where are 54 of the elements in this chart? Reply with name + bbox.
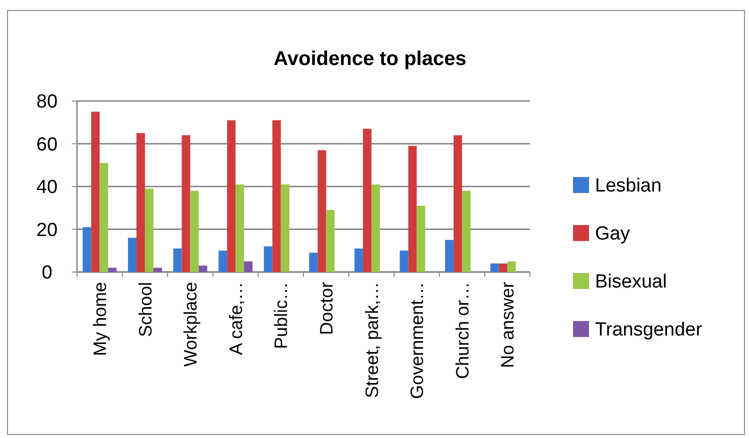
x-tick-label: Government… [407, 282, 428, 400]
bar [144, 188, 154, 272]
bar [218, 250, 228, 272]
bar [408, 146, 417, 272]
bar [136, 133, 145, 272]
legend-label: Lesbian [595, 176, 662, 197]
bar [354, 248, 363, 272]
x-tick-label: Workplace [180, 282, 201, 367]
bar [490, 263, 499, 272]
legend-label: Transgender [595, 320, 703, 341]
y-tick-label: 60 [36, 134, 58, 156]
x-tick-label: No answer [498, 282, 518, 368]
bar [454, 135, 462, 272]
bar [362, 128, 372, 272]
bar [371, 184, 380, 272]
y-tick-label: 20 [36, 220, 58, 241]
bar [153, 268, 162, 272]
bar [100, 162, 108, 272]
x-tick-label: Doctor [316, 282, 336, 336]
bar [400, 250, 408, 272]
bar [318, 150, 326, 272]
bar [416, 206, 426, 272]
y-tick-label: 40 [36, 177, 58, 198]
legend-label: Gay [595, 224, 630, 245]
bar [91, 112, 100, 272]
x-tick-label: My home [90, 282, 110, 356]
chart-title: Avoidence to places [274, 48, 466, 70]
bar [462, 190, 471, 272]
bar [264, 246, 272, 272]
bar [198, 266, 208, 272]
y-tick-label: 0 [42, 262, 52, 284]
bar [498, 263, 508, 272]
bar [236, 184, 244, 272]
bar [227, 120, 236, 272]
x-tick-label: A cafe,… [226, 282, 246, 356]
x-tick-label: Church or… [452, 282, 472, 380]
bar [280, 184, 290, 272]
bar [82, 227, 92, 272]
y-tick-label: 80 [36, 92, 58, 113]
x-tick-label: School [135, 282, 156, 338]
bar [326, 210, 335, 272]
bar [182, 135, 190, 272]
bar [108, 268, 117, 272]
bar [445, 240, 454, 272]
x-tick-label: Street, park,… [362, 282, 382, 398]
x-tick-label: Public… [271, 282, 292, 350]
legend-label: Bisexual [595, 272, 667, 293]
bar [173, 248, 182, 272]
bar [272, 120, 281, 272]
bar [190, 190, 199, 272]
bar [507, 261, 516, 272]
bar [128, 238, 136, 272]
bar [309, 252, 318, 272]
bar [244, 261, 253, 272]
